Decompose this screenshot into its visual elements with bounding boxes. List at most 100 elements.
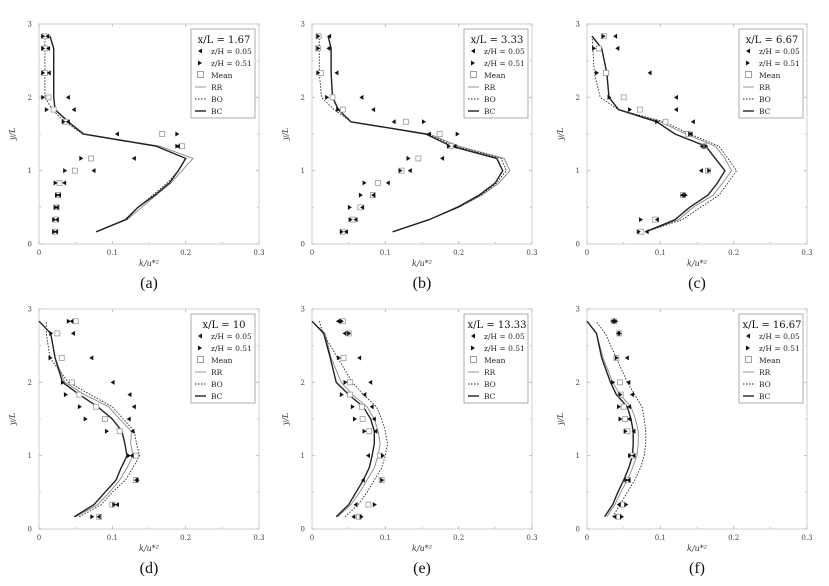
legend-z051-marker [471,345,475,351]
z051-point [79,155,84,161]
legend-entry: z/H = 0.51 [211,59,252,68]
x-tick-label: 0.1 [655,534,666,542]
z005-point [65,119,70,125]
y-tick-label: 2 [576,94,580,102]
z005-point [654,217,659,223]
x-tick-label: 0.3 [801,249,812,257]
z051-point [336,107,341,113]
legend-entry: BC [211,392,223,401]
z051-point [707,168,712,174]
z005-point [698,168,703,174]
z051-point [617,330,622,336]
legend-z005-marker [198,333,202,339]
x-tick-label: 0.3 [801,534,812,542]
legend-entry: RR [211,83,223,92]
mean-point [72,318,79,325]
x-tick-label: 0 [585,249,589,257]
y-tick-label: 1 [576,452,580,460]
z051-point [325,94,330,100]
z051-point [372,502,377,508]
series-line-RR [49,36,194,233]
z051-point [347,330,352,336]
z005-point [385,180,390,186]
legend: x/L = 6.67z/H = 0.05 z/H = 0.51 Mean RR BO BC [738,28,804,119]
z051-point [60,379,65,385]
z051-point [455,131,460,137]
mean-point [54,330,61,337]
legend: x/L = 13.33z/H = 0.05 z/H = 0.51 Mean RR BO B… [463,313,529,404]
legend-entry: RR [211,368,223,377]
x-tick-label: 0.1 [380,249,391,257]
mean-point [436,131,443,137]
z051-point [175,143,180,149]
z005-point [70,330,75,336]
legend-entry: Mean [484,356,506,365]
x-tick-label: 0.1 [107,534,118,542]
z005-point [129,453,134,459]
legend-z051-marker [746,60,750,66]
mean-point [159,131,166,137]
legend-title: x/L = 1.67 [198,35,251,46]
z051-point [347,204,352,210]
legend-mean-marker [197,356,204,363]
z051-point [90,514,95,520]
y-tick-label: 3 [28,21,32,29]
y-tick-label: 3 [28,306,32,314]
mean-point [347,391,354,398]
z005-point [371,192,376,198]
z005-point [334,70,339,76]
x-tick-label: 0.3 [526,534,537,542]
z051-point [175,131,180,137]
z005-point [627,404,632,410]
legend: x/L = 3.33z/H = 0.05 z/H = 0.51 Mean RR BO BC [463,28,529,119]
y-tick-label: 0 [28,526,32,534]
z005-point [360,477,365,483]
legend-entry: z/H = 0.51 [484,344,525,353]
x-tick-label: 0 [310,534,314,542]
z005-point [91,168,96,174]
z005-point [631,428,636,434]
legend-entry: BO [211,95,223,104]
z005-point [371,107,376,113]
legend-entry: BC [211,107,223,116]
panel-label: (a) [140,275,158,292]
mean-point [76,391,83,398]
z005-point [114,131,119,137]
z051-point [398,168,403,174]
z051-point [607,94,612,100]
y-tick-label: 3 [301,21,305,29]
mean-point [56,180,63,186]
legend-z051-marker [746,345,750,351]
legend-title: x/L = 6.67 [746,35,799,46]
y-tick-label: 1 [301,167,305,175]
y-tick-label: 2 [576,379,580,387]
z051-point [53,180,58,186]
z005-point [631,453,636,459]
z051-point [41,33,46,39]
z051-point [353,416,358,422]
z005-point [362,392,367,398]
z005-point [353,502,358,508]
legend-entry: BO [759,95,771,104]
z051-point [41,94,46,100]
z051-point [592,45,597,51]
mean-point [58,355,65,361]
z005-point [69,318,74,324]
x-tick-label: 0.1 [107,249,118,257]
mean-point [359,416,366,422]
legend-z005-marker [746,333,750,339]
y-tick-label: 3 [576,306,580,314]
x-tick-label: 0.2 [180,249,191,257]
z005-point [71,107,76,113]
z005-point [673,94,678,100]
x-axis-label: k/u*² [687,259,707,268]
z051-point [628,107,633,113]
mean-point [329,94,336,101]
z051-point [618,416,623,422]
x-axis-label: k/u*² [687,544,707,553]
mean-point [179,143,185,150]
legend-entry: z/H = 0.05 [484,332,525,341]
z051-point [421,119,426,125]
y-tick-label: 2 [301,94,305,102]
